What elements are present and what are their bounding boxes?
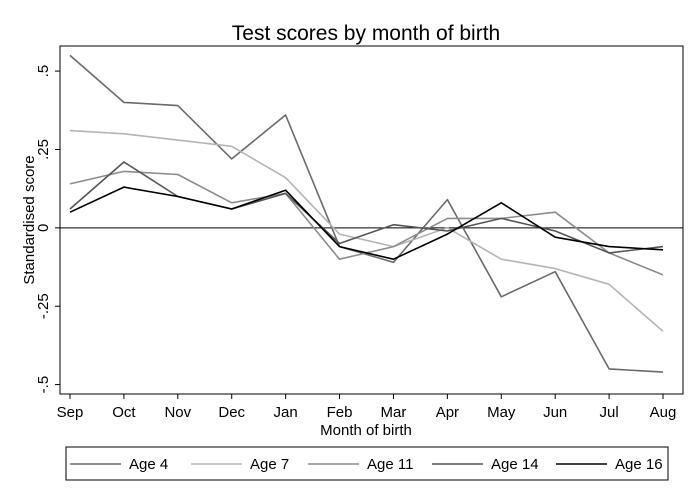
x-tick-label: Feb <box>327 404 353 421</box>
x-tick-label: Aug <box>650 404 677 421</box>
y-tick-label: 0 <box>35 224 52 232</box>
series-lines <box>69 54 664 373</box>
y-axis-label: Standardised score <box>21 155 38 284</box>
series-line-age-4 <box>69 54 664 373</box>
legend-frame <box>65 446 669 481</box>
series-line-age-16 <box>69 186 664 261</box>
x-tick-label: Mar <box>381 404 407 421</box>
x-tick-label: Sep <box>57 404 84 421</box>
y-tick-label: .5 <box>35 65 52 78</box>
y-axis: .5 .25 0 -.25 -.5 <box>35 65 60 394</box>
x-tick-label: Jul <box>599 404 618 421</box>
legend-label: Age 14 <box>491 456 539 473</box>
legend-label: Age 7 <box>250 456 289 473</box>
x-tick-label: Nov <box>164 404 191 421</box>
series-line-age-14 <box>69 161 664 254</box>
legend-label: Age 16 <box>615 456 663 473</box>
x-axis: Sep Oct Nov Dec Jan Feb Mar Apr May Jun Jul Aug <box>57 394 677 421</box>
y-tick-label: -.25 <box>35 293 52 319</box>
x-tick-label: Dec <box>218 404 245 421</box>
legend-label: Age 4 <box>129 456 168 473</box>
plot-frame <box>59 45 684 395</box>
y-tick-label: -.5 <box>35 376 52 394</box>
series-line-age-7 <box>69 129 664 332</box>
x-tick-label: Apr <box>436 404 459 421</box>
x-tick-label: May <box>487 404 516 421</box>
x-axis-label: Month of birth <box>320 422 412 439</box>
x-tick-label: Oct <box>112 404 136 421</box>
x-tick-label: Jun <box>543 404 567 421</box>
chart-title: Test scores by month of birth <box>232 22 500 45</box>
y-tick-label: .25 <box>35 139 52 160</box>
x-tick-label: Jan <box>274 404 298 421</box>
legend: Age 4 Age 7 Age 11 Age 14 Age 16 <box>65 446 669 481</box>
legend-label: Age 11 <box>367 456 413 473</box>
